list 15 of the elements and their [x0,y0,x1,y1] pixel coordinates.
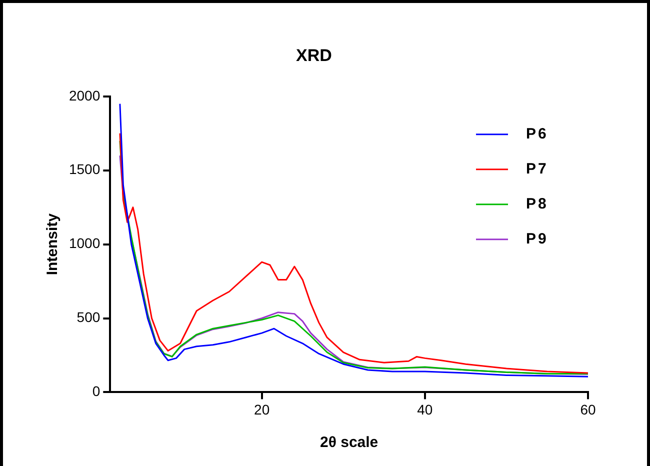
x-tick-label: 60 [580,401,596,418]
legend-label: P7 [526,160,548,178]
x-tick-label: 20 [254,401,270,418]
legend-label: P6 [526,126,548,143]
y-tick-label: 2000 [68,87,100,104]
y-tick-label: 0 [92,383,100,400]
y-tick-label: 1500 [68,161,100,178]
legend-label: P8 [526,196,548,213]
chart-title: XRD [296,46,332,65]
legend-label: P9 [526,230,548,248]
y-tick-label: 500 [76,309,100,326]
y-axis-title: Intensity [44,212,62,276]
x-tick-label: 40 [417,401,433,418]
x-axis-title: 2θ scale [320,434,378,452]
y-tick-label: 1000 [68,235,100,252]
